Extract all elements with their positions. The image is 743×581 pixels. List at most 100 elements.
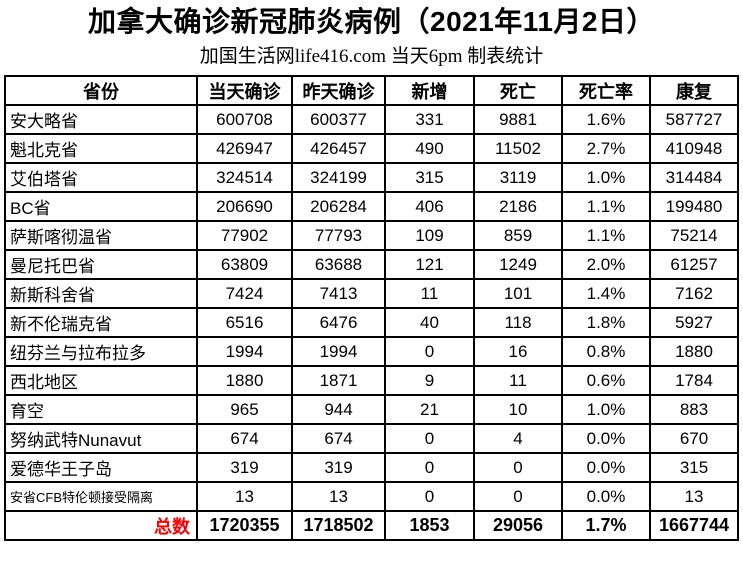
value-cell: 10: [473, 394, 563, 425]
total-row: 总数 1720355 1718502 1853 29056 1.7% 16677…: [4, 510, 739, 541]
value-cell: 7424: [196, 278, 293, 309]
province-cell: 西北地区: [4, 365, 198, 396]
value-cell: 0.6%: [561, 365, 651, 396]
value-cell: 1.0%: [561, 162, 651, 193]
value-cell: 2.7%: [561, 133, 651, 164]
value-cell: 1880: [196, 365, 293, 396]
value-cell: 0: [384, 423, 475, 454]
value-cell: 670: [649, 423, 739, 454]
value-cell: 1.4%: [561, 278, 651, 309]
table-row: 西北地区 1880 1871 9 11 0.6% 1784: [4, 365, 739, 396]
value-cell: 587727: [649, 104, 739, 135]
value-cell: 0: [473, 481, 563, 512]
value-cell: 7413: [291, 278, 386, 309]
value-cell: 1.1%: [561, 220, 651, 251]
total-yesterday-confirmed: 1718502: [291, 510, 386, 541]
total-death-rate: 1.7%: [561, 510, 651, 541]
value-cell: 1.1%: [561, 191, 651, 222]
value-cell: 11: [384, 278, 475, 309]
province-cell: 萨斯喀彻温省: [4, 220, 198, 251]
province-cell: 安省CFB特伦顿接受隔离: [4, 481, 198, 512]
value-cell: 324199: [291, 162, 386, 193]
province-cell: 纽芬兰与拉布拉多: [4, 336, 198, 367]
value-cell: 21: [384, 394, 475, 425]
province-cell: 育空: [4, 394, 198, 425]
value-cell: 674: [291, 423, 386, 454]
province-cell: 新不伦瑞克省: [4, 307, 198, 338]
value-cell: 2.0%: [561, 249, 651, 280]
value-cell: 883: [649, 394, 739, 425]
value-cell: 13: [649, 481, 739, 512]
header-cell-province: 省份: [4, 75, 198, 106]
value-cell: 63809: [196, 249, 293, 280]
table-row: 曼尼托巴省 63809 63688 121 1249 2.0% 61257: [4, 249, 739, 280]
value-cell: 118: [473, 307, 563, 338]
table-row: 新不伦瑞克省 6516 6476 40 118 1.8% 5927: [4, 307, 739, 338]
table-row: 魁北克省 426947 426457 490 11502 2.7% 410948: [4, 133, 739, 164]
table-row: 艾伯塔省 324514 324199 315 3119 1.0% 314484: [4, 162, 739, 193]
value-cell: 0: [384, 481, 475, 512]
header-cell-deaths: 死亡: [473, 75, 563, 106]
value-cell: 7162: [649, 278, 739, 309]
value-cell: 206284: [291, 191, 386, 222]
value-cell: 410948: [649, 133, 739, 164]
total-deaths: 29056: [473, 510, 563, 541]
value-cell: 199480: [649, 191, 739, 222]
value-cell: 319: [291, 452, 386, 483]
table-row: 爱德华王子岛 319 319 0 0 0.0% 315: [4, 452, 739, 483]
table-row: 努纳武特Nunavut 674 674 0 4 0.0% 670: [4, 423, 739, 454]
value-cell: 0: [473, 452, 563, 483]
province-cell: 艾伯塔省: [4, 162, 198, 193]
value-cell: 426947: [196, 133, 293, 164]
value-cell: 11502: [473, 133, 563, 164]
value-cell: 16: [473, 336, 563, 367]
value-cell: 121: [384, 249, 475, 280]
province-cell: 新斯科舍省: [4, 278, 198, 309]
value-cell: 1994: [291, 336, 386, 367]
value-cell: 6476: [291, 307, 386, 338]
value-cell: 965: [196, 394, 293, 425]
table-row: 安大略省 600708 600377 331 9881 1.6% 587727: [4, 104, 739, 135]
page-subtitle: 加国生活网life416.com 当天6pm 制表统计: [199, 46, 544, 67]
value-cell: 11: [473, 365, 563, 396]
value-cell: 600377: [291, 104, 386, 135]
table-row: 安省CFB特伦顿接受隔离 13 13 0 0 0.0% 13: [4, 481, 739, 512]
value-cell: 319: [196, 452, 293, 483]
table-row: 纽芬兰与拉布拉多 1994 1994 0 16 0.8% 1880: [4, 336, 739, 367]
value-cell: 77793: [291, 220, 386, 251]
table-row: 新斯科舍省 7424 7413 11 101 1.4% 7162: [4, 278, 739, 309]
value-cell: 6516: [196, 307, 293, 338]
value-cell: 206690: [196, 191, 293, 222]
value-cell: 315: [649, 452, 739, 483]
value-cell: 61257: [649, 249, 739, 280]
value-cell: 75214: [649, 220, 739, 251]
value-cell: 406: [384, 191, 475, 222]
header-cell-today-confirmed: 当天确诊: [196, 75, 293, 106]
header-cell-new-cases: 新增: [384, 75, 475, 106]
value-cell: 9881: [473, 104, 563, 135]
province-cell: 努纳武特Nunavut: [4, 423, 198, 454]
value-cell: 1249: [473, 249, 563, 280]
value-cell: 600708: [196, 104, 293, 135]
value-cell: 77902: [196, 220, 293, 251]
value-cell: 331: [384, 104, 475, 135]
covid-stats-table: 省份 当天确诊 昨天确诊 新增 死亡 死亡率 康复 安大略省 600708 6003…: [4, 75, 739, 541]
value-cell: 13: [291, 481, 386, 512]
header-cell-recovered: 康复: [649, 75, 739, 106]
province-cell: 爱德华王子岛: [4, 452, 198, 483]
value-cell: 3119: [473, 162, 563, 193]
province-cell: 魁北克省: [4, 133, 198, 164]
table-row: 萨斯喀彻温省 77902 77793 109 859 1.1% 75214: [4, 220, 739, 251]
value-cell: 314484: [649, 162, 739, 193]
province-cell: BC省: [4, 191, 198, 222]
province-cell: 安大略省: [4, 104, 198, 135]
value-cell: 63688: [291, 249, 386, 280]
value-cell: 1.6%: [561, 104, 651, 135]
value-cell: 674: [196, 423, 293, 454]
value-cell: 13: [196, 481, 293, 512]
value-cell: 0.0%: [561, 452, 651, 483]
value-cell: 859: [473, 220, 563, 251]
table-row: 育空 965 944 21 10 1.0% 883: [4, 394, 739, 425]
value-cell: 0.0%: [561, 423, 651, 454]
